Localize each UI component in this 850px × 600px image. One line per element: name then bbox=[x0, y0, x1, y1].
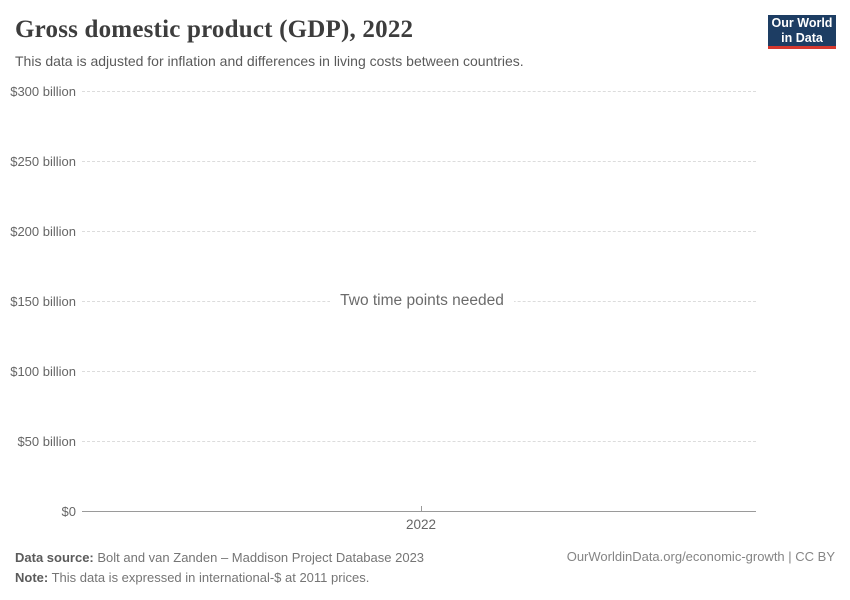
gridline-row-300: $300 billion bbox=[0, 83, 756, 99]
data-source-label: Data source: bbox=[15, 550, 94, 565]
x-axis-line bbox=[82, 510, 756, 512]
data-source-text: Bolt and van Zanden – Maddison Project D… bbox=[93, 550, 425, 565]
y-tick-label: $100 billion bbox=[10, 363, 76, 379]
owid-logo[interactable]: Our World in Data bbox=[768, 15, 836, 49]
chart-subtitle: This data is adjusted for inflation and … bbox=[15, 53, 524, 69]
x-tick-label: 2022 bbox=[405, 517, 437, 532]
footer-attribution: Data source: Bolt and van Zanden – Maddi… bbox=[15, 548, 424, 588]
footer-link[interactable]: OurWorldinData.org/economic-growth | CC … bbox=[566, 549, 835, 564]
y-tick-label: $50 billion bbox=[17, 433, 76, 449]
x-tick-mark bbox=[421, 506, 422, 511]
gridline-row-200: $200 billion bbox=[0, 223, 756, 239]
y-tick-label: $200 billion bbox=[10, 223, 76, 239]
gridline-row-250: $250 billion bbox=[0, 153, 756, 169]
gridline bbox=[82, 90, 756, 92]
x-axis-row: $0 bbox=[0, 503, 756, 519]
note-label: Note: bbox=[15, 570, 49, 585]
gridline-row-100: $100 billion bbox=[0, 363, 756, 379]
page-title: Gross domestic product (GDP), 2022 bbox=[15, 16, 414, 43]
gridline bbox=[82, 300, 756, 302]
y-tick-label: $250 billion bbox=[10, 153, 76, 169]
gridline bbox=[82, 160, 756, 162]
data-source-line: Data source: Bolt and van Zanden – Maddi… bbox=[15, 548, 424, 568]
y-tick-label: $300 billion bbox=[10, 83, 76, 99]
y-tick-label: $0 bbox=[61, 503, 76, 519]
y-tick-label: $150 billion bbox=[10, 293, 76, 309]
gridline bbox=[82, 440, 756, 442]
note-line: Note: This data is expressed in internat… bbox=[15, 568, 424, 588]
gridline bbox=[82, 230, 756, 232]
gridline bbox=[82, 370, 756, 372]
owid-logo-line1: Our World bbox=[771, 15, 833, 30]
gridline-row-150: $150 billion bbox=[0, 293, 756, 309]
owid-logo-line2: in Data bbox=[781, 30, 823, 45]
note-text: This data is expressed in international-… bbox=[48, 570, 370, 585]
gridline-row-50: $50 billion bbox=[0, 433, 756, 449]
